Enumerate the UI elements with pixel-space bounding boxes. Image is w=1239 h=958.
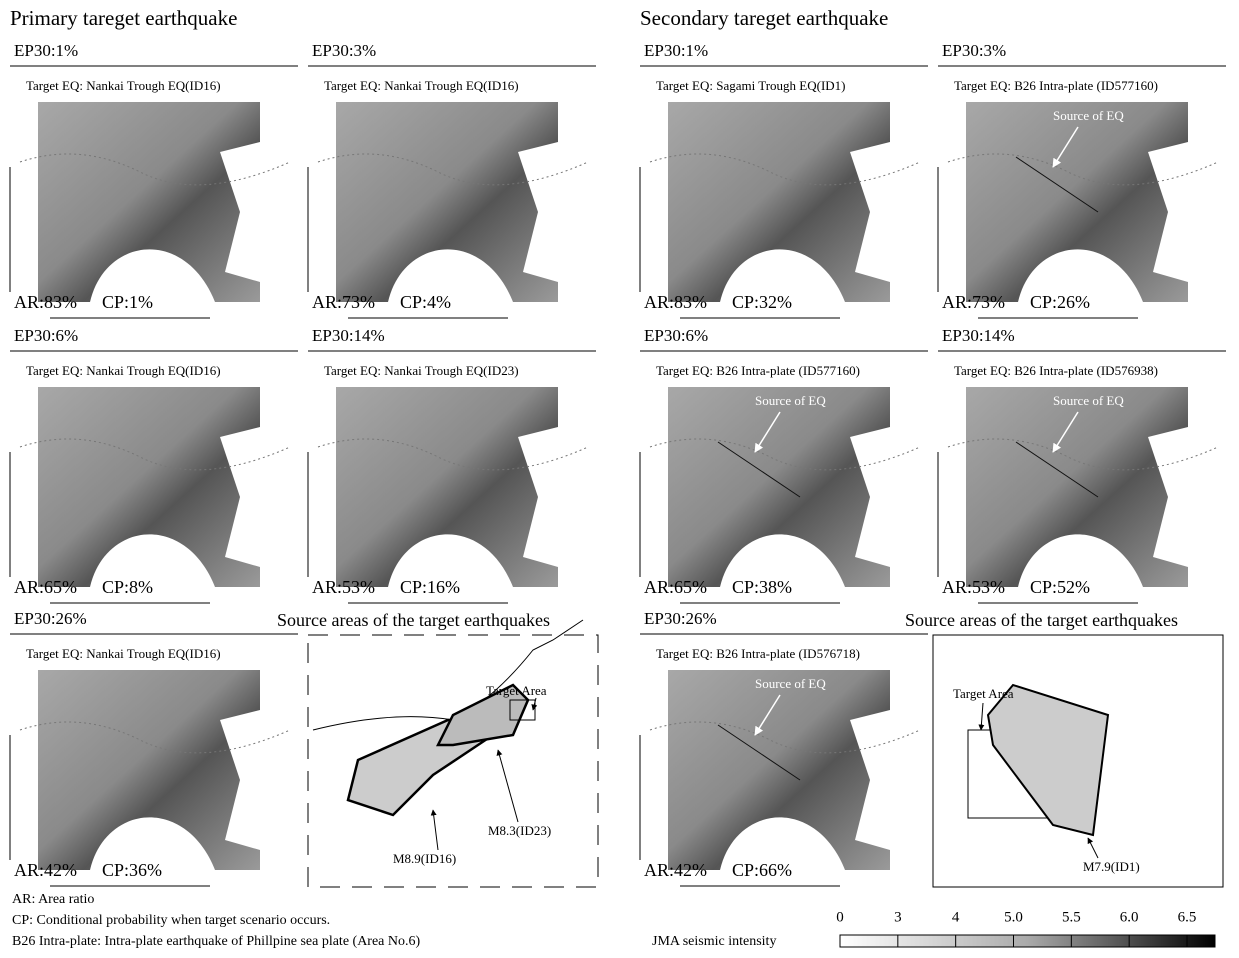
source-label: Source of EQ — [1053, 393, 1124, 408]
area-ratio: AR:42% — [644, 860, 707, 880]
ep30-label: EP30:6% — [14, 326, 78, 345]
colorbar-tick-label: 4 — [952, 909, 960, 925]
colorbar-tick-label: 3 — [894, 909, 902, 925]
target-eq: Target EQ: B26 Intra-plate (ID577160) — [954, 78, 1158, 93]
label-arrow — [433, 810, 438, 850]
target-eq: Target EQ: Nankai Trough EQ(ID16) — [324, 78, 519, 93]
source-label: Source of EQ — [755, 393, 826, 408]
target-eq: Target EQ: Nankai Trough EQ(ID16) — [26, 78, 221, 93]
area-ratio: AR:73% — [312, 292, 375, 312]
source-area-label: M8.3(ID23) — [488, 823, 551, 838]
area-ratio: AR:73% — [942, 292, 1005, 312]
source-area-label: M8.9(ID16) — [393, 851, 456, 866]
area-ratio: AR:53% — [942, 577, 1005, 597]
label-arrow — [1088, 838, 1098, 858]
area-ratio: AR:53% — [312, 577, 375, 597]
colorbar-tick-label: 5.0 — [1004, 909, 1023, 925]
area-ratio: AR:83% — [14, 292, 77, 312]
source-area-label: M7.9(ID1) — [1083, 859, 1140, 874]
colorbar-tick-label: 5.5 — [1062, 909, 1081, 925]
target-eq: Target EQ: Nankai Trough EQ(ID16) — [26, 363, 221, 378]
cond-prob: CP:36% — [102, 860, 162, 880]
cond-prob: CP:32% — [732, 292, 792, 312]
ep30-label: EP30:1% — [644, 41, 708, 60]
source-title: Source areas of the target earthquakes — [277, 610, 550, 630]
colorbar-tick-label: 6.0 — [1120, 909, 1139, 925]
colorbar — [840, 935, 1215, 947]
cond-prob: CP:16% — [400, 577, 460, 597]
source-label: Source of EQ — [755, 676, 826, 691]
cond-prob: CP:38% — [732, 577, 792, 597]
ep30-label: EP30:1% — [14, 41, 78, 60]
ep30-label: EP30:3% — [312, 41, 376, 60]
colorbar-tick-label: 0 — [836, 909, 844, 925]
note: CP: Conditional probability when target … — [12, 913, 330, 928]
ep30-label: EP30:26% — [14, 609, 87, 628]
section-title: Primary tareget earthquake — [10, 6, 237, 30]
ep30-label: EP30:6% — [644, 326, 708, 345]
source-label: Source of EQ — [1053, 108, 1124, 123]
area-ratio: AR:83% — [644, 292, 707, 312]
cond-prob: CP:52% — [1030, 577, 1090, 597]
coast — [313, 620, 583, 730]
figure: Primary tareget earthquake EP30:1% Target … — [0, 0, 1239, 953]
note: B26 Intra-plate: Intra-plate earthquake … — [12, 934, 421, 949]
target-eq: Target EQ: Sagami Trough EQ(ID1) — [656, 78, 846, 93]
cond-prob: CP:4% — [400, 292, 451, 312]
ep30-label: EP30:3% — [942, 41, 1006, 60]
ep30-label: EP30:14% — [942, 326, 1015, 345]
area-ratio: AR:65% — [14, 577, 77, 597]
label-arrow — [981, 703, 983, 730]
cond-prob: CP:8% — [102, 577, 153, 597]
ep30-label: EP30:26% — [644, 609, 717, 628]
source-area-label: Target Area — [953, 686, 1014, 701]
cond-prob: CP:26% — [1030, 292, 1090, 312]
target-eq: Target EQ: Nankai Trough EQ(ID16) — [26, 646, 221, 661]
legend-title: JMA seismic intensity — [652, 934, 776, 949]
target-eq: Target EQ: Nankai Trough EQ(ID23) — [324, 363, 519, 378]
fault-area — [988, 685, 1108, 835]
source-area-label: Target Area — [486, 683, 547, 698]
cond-prob: CP:66% — [732, 860, 792, 880]
note: AR: Area ratio — [12, 892, 94, 907]
target-eq: Target EQ: B26 Intra-plate (ID576938) — [954, 363, 1158, 378]
colorbar-tick-label: 6.5 — [1178, 909, 1197, 925]
area-ratio: AR:65% — [644, 577, 707, 597]
ep30-label: EP30:14% — [312, 326, 385, 345]
area-ratio: AR:42% — [14, 860, 77, 880]
target-eq: Target EQ: B26 Intra-plate (ID576718) — [656, 646, 860, 661]
cond-prob: CP:1% — [102, 292, 153, 312]
source-title: Source areas of the target earthquakes — [905, 610, 1178, 630]
label-arrow — [498, 750, 518, 822]
target-eq: Target EQ: B26 Intra-plate (ID577160) — [656, 363, 860, 378]
section-title: Secondary tareget earthquake — [640, 6, 888, 30]
